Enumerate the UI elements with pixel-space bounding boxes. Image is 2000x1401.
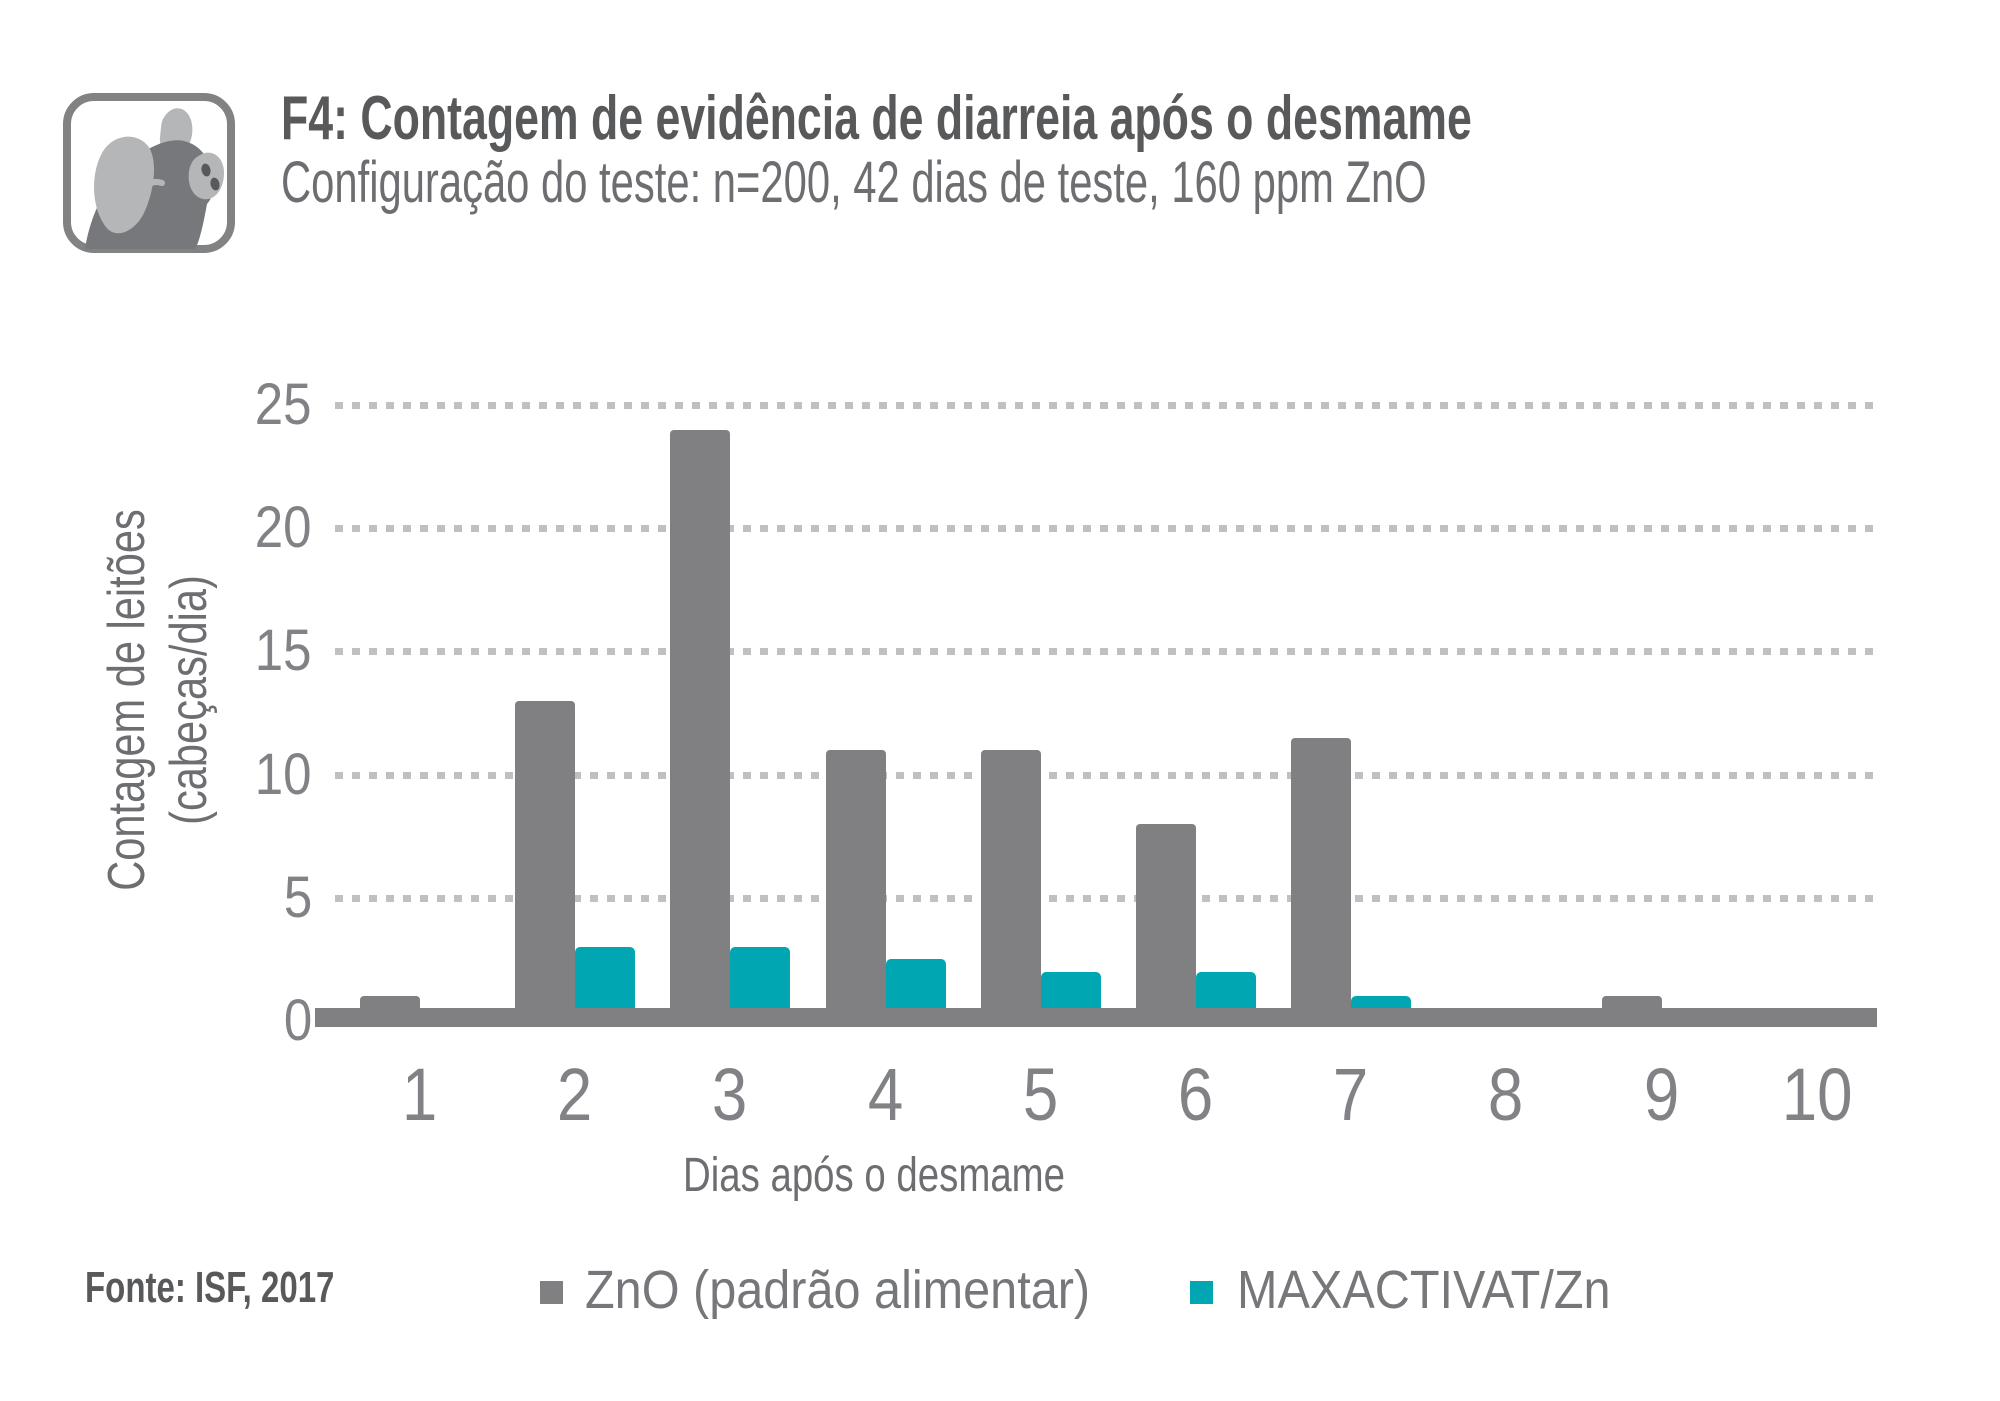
pig-front-ear [94,136,155,234]
bar-zno-day-7 [1291,738,1351,1026]
y-tick-label-10: 10 [182,746,312,804]
y-tick-label-5: 5 [182,869,312,927]
y-axis-title-line2: (cabeças/dia) [160,575,218,825]
y-tick-text: 10 [255,742,312,807]
y-tick-text: 15 [255,618,312,683]
bar-zno-day-5 [981,750,1041,1026]
grid-line-25 [335,402,1877,409]
x-tick-text: 3 [712,1053,748,1136]
x-tick-label-2: 2 [505,1058,645,1132]
bar-zno-day-6 [1136,824,1196,1026]
source-note: Fonte: ISF, 2017 [85,1263,335,1312]
y-tick-label-0: 0 [182,992,312,1050]
legend-label-maxactivat: MAXACTIVAT/Zn [1237,1260,1611,1320]
y-tick-text: 0 [283,988,312,1053]
legend-swatch-zno [540,1281,563,1304]
y-axis-title: Contagem de leitões (cabeças/dia) [96,420,220,980]
x-tick-label-8: 8 [1436,1058,1576,1132]
x-tick-text: 8 [1488,1053,1524,1136]
y-tick-label-25: 25 [182,376,312,434]
bar-maxactivat-day-4 [886,959,946,1010]
legend-label-zno: ZnO (padrão alimentar) [585,1260,1091,1320]
pig-nostril [210,177,220,191]
x-tick-label-5: 5 [971,1058,1111,1132]
bar-maxactivat-day-2 [575,947,635,1010]
pig-smile [140,178,165,193]
x-tick-label-6: 6 [1126,1058,1266,1132]
x-tick-text: 5 [1023,1053,1059,1136]
bar-maxactivat-day-5 [1041,972,1101,1010]
y-axis-title-line1: Contagem de leitões [98,509,156,891]
x-tick-text: 6 [1178,1053,1214,1136]
grid-line-10 [335,772,1877,779]
bar-zno-day-4 [826,750,886,1026]
page-subtitle: Configuração do teste: n=200, 42 dias de… [281,150,1427,215]
x-tick-text: 4 [868,1053,904,1136]
page-title: F4: Contagem de evidência de diarreia ap… [281,84,1472,153]
x-tick-label-7: 7 [1281,1058,1421,1132]
y-tick-text: 5 [283,865,312,930]
y-tick-text: 25 [255,372,312,437]
x-axis-title: Dias após o desmame [682,1149,1066,1202]
bar-maxactivat-day-3 [730,947,790,1010]
pig-nostril [201,163,211,177]
grid-line-15 [335,648,1877,655]
pig-icon [63,93,235,253]
x-tick-text: 7 [1333,1053,1369,1136]
x-tick-label-3: 3 [660,1058,800,1132]
x-tick-text: 1 [402,1053,438,1136]
x-tick-label-1: 1 [350,1058,490,1132]
x-tick-label-9: 9 [1592,1058,1732,1132]
grid-line-5 [335,895,1877,902]
bar-zno-day-3 [670,430,730,1026]
bar-maxactivat-day-7 [1351,996,1411,1010]
x-tick-text: 10 [1781,1053,1853,1136]
grid-line-20 [335,525,1877,532]
x-tick-label-4: 4 [816,1058,956,1132]
y-tick-label-20: 20 [182,499,312,557]
y-tick-text: 20 [255,495,312,560]
bar-maxactivat-day-6 [1196,972,1256,1010]
legend-swatch-maxactivat [1190,1281,1213,1304]
x-axis-line [315,1008,1877,1027]
x-tick-label-10: 10 [1747,1058,1887,1132]
bar-zno-day-2 [515,701,575,1026]
x-tick-text: 9 [1644,1053,1680,1136]
x-tick-text: 2 [557,1053,593,1136]
y-tick-label-15: 15 [182,622,312,680]
